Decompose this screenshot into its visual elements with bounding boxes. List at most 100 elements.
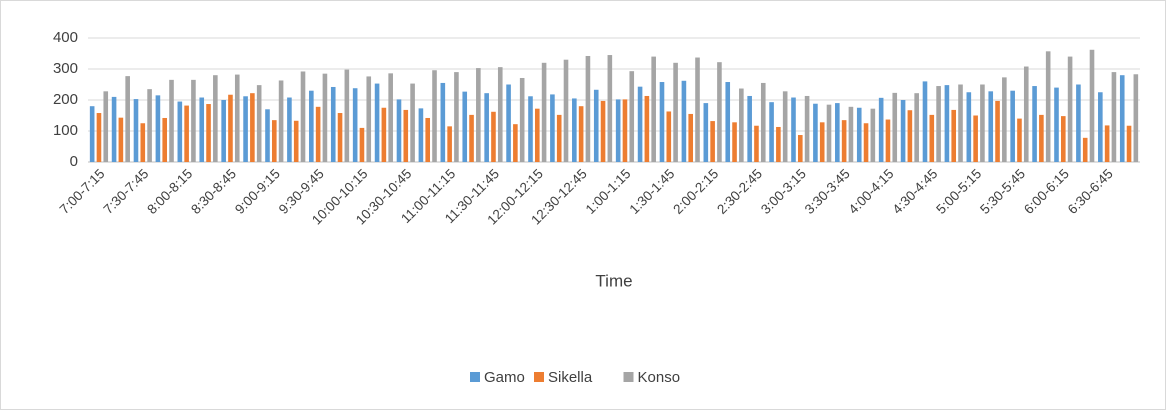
bar xyxy=(951,109,957,162)
bar xyxy=(315,106,321,162)
bar xyxy=(133,99,139,162)
bar xyxy=(550,94,555,162)
bar xyxy=(271,120,277,162)
bar xyxy=(710,121,715,162)
bar xyxy=(1126,125,1132,162)
bar xyxy=(732,122,737,162)
bar xyxy=(234,74,240,162)
bar xyxy=(556,114,562,162)
bar xyxy=(1082,137,1088,162)
bar xyxy=(381,107,387,162)
bar xyxy=(958,84,963,162)
bar xyxy=(293,120,299,162)
bar xyxy=(388,73,393,162)
bar xyxy=(1098,92,1103,162)
bar xyxy=(578,106,584,162)
bar xyxy=(813,103,818,162)
bar xyxy=(1023,66,1029,162)
bar xyxy=(929,114,935,162)
bar xyxy=(615,99,621,162)
y-tick-label: 0 xyxy=(70,153,78,170)
bar xyxy=(1039,114,1044,162)
legend-label: Gamo xyxy=(484,369,525,386)
bar xyxy=(856,107,862,162)
bar xyxy=(162,117,168,162)
bar xyxy=(835,103,840,162)
bar xyxy=(322,73,328,162)
bar xyxy=(256,85,262,162)
bar xyxy=(213,75,218,162)
bar xyxy=(629,71,635,162)
bar xyxy=(725,82,731,162)
bar xyxy=(476,68,481,162)
bar xyxy=(1060,116,1066,162)
x-axis-title: Time xyxy=(595,271,632,290)
bar xyxy=(528,96,533,162)
bar xyxy=(374,83,380,162)
bar xyxy=(410,83,415,162)
bar xyxy=(739,88,744,162)
bar xyxy=(1133,74,1139,162)
bar xyxy=(513,124,518,162)
bar xyxy=(447,126,452,162)
bar xyxy=(703,103,709,162)
bar xyxy=(819,122,825,162)
bar xyxy=(265,109,270,162)
bar xyxy=(754,125,759,162)
bar xyxy=(432,70,437,162)
bar xyxy=(140,123,146,162)
bar xyxy=(622,99,628,162)
bar xyxy=(863,123,869,162)
bar xyxy=(688,113,694,162)
bar xyxy=(243,96,248,162)
legend-swatch xyxy=(534,372,544,382)
bar xyxy=(287,97,292,162)
bar xyxy=(497,67,503,162)
bar xyxy=(841,120,847,162)
bar xyxy=(914,93,919,162)
bar xyxy=(519,77,525,162)
bar xyxy=(111,96,117,162)
bar xyxy=(228,94,233,162)
bar xyxy=(666,111,672,162)
bar xyxy=(644,95,650,162)
bar xyxy=(776,126,781,162)
bar xyxy=(147,89,152,162)
bar xyxy=(848,106,854,162)
bar xyxy=(1119,75,1125,162)
bar xyxy=(747,95,752,162)
bar xyxy=(103,91,109,162)
bar xyxy=(600,100,606,162)
bar xyxy=(1089,49,1095,162)
bar xyxy=(366,76,372,162)
y-tick-label: 400 xyxy=(53,29,78,46)
bar xyxy=(125,76,130,162)
bar xyxy=(791,97,796,162)
bar xyxy=(221,100,226,162)
bar xyxy=(1032,86,1037,162)
legend-label: Sikella xyxy=(548,369,593,386)
bar xyxy=(1111,72,1117,162)
bar xyxy=(673,62,678,162)
bar xyxy=(563,59,569,163)
bar xyxy=(769,102,774,162)
bar xyxy=(995,100,1000,162)
bar xyxy=(491,111,496,162)
bar xyxy=(585,55,591,163)
bar xyxy=(206,104,211,162)
bar xyxy=(973,115,978,162)
bar xyxy=(878,97,884,162)
bar xyxy=(1054,87,1059,162)
bar xyxy=(885,119,891,162)
bar xyxy=(454,72,459,162)
bar xyxy=(870,108,876,162)
bar xyxy=(344,69,350,162)
bar xyxy=(534,108,540,162)
bar xyxy=(89,106,95,162)
bar xyxy=(330,86,336,162)
bar xyxy=(96,113,102,162)
bar xyxy=(988,91,994,162)
bar xyxy=(572,98,577,162)
bar xyxy=(804,95,810,162)
